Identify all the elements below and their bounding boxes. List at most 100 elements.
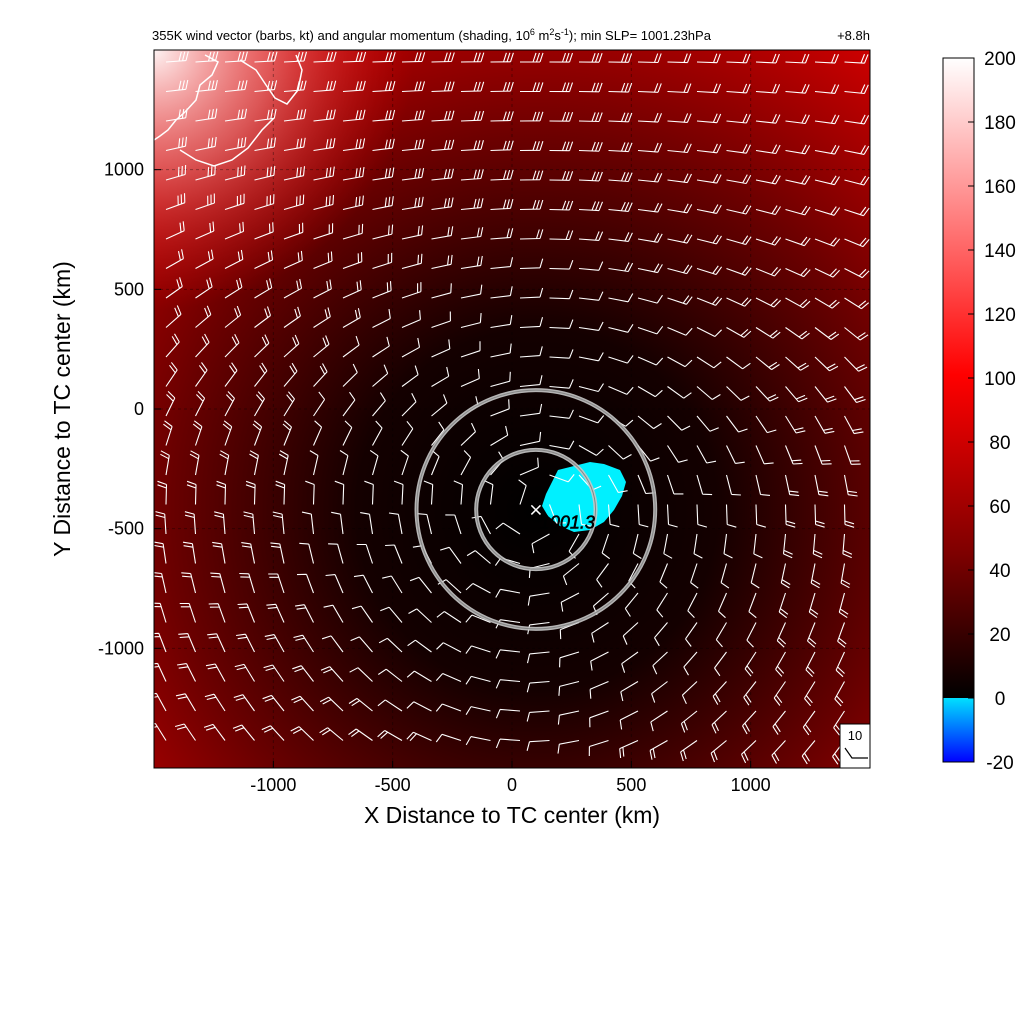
wind-barb	[460, 110, 485, 122]
wind-barb	[233, 694, 255, 712]
wind-barb	[748, 592, 757, 619]
wind-barb	[372, 224, 394, 240]
wind-barb	[234, 663, 255, 682]
wind-barb	[254, 278, 273, 299]
wind-barb	[840, 563, 851, 589]
wind-barb	[195, 391, 206, 417]
wind-barb	[195, 305, 212, 328]
wind-barb	[755, 386, 779, 402]
wind-barb	[283, 109, 307, 122]
wind-barb	[548, 504, 567, 524]
wind-barb	[725, 474, 741, 496]
colorbar-tick-label: 180	[984, 113, 1016, 134]
wind-barb	[696, 327, 722, 337]
wind-barb	[549, 200, 574, 211]
wind-barb	[254, 362, 268, 387]
wind-barb	[224, 80, 248, 93]
wind-barb	[254, 108, 277, 122]
wind-barb	[637, 386, 663, 398]
wind-barb	[526, 710, 550, 722]
wind-barb	[562, 563, 580, 586]
wind-barb	[342, 391, 356, 417]
wind-barb	[296, 573, 315, 594]
range-rings	[414, 388, 658, 631]
wind-barb	[364, 480, 374, 505]
wind-barb	[321, 635, 344, 653]
wind-barb	[667, 53, 692, 64]
wind-barb	[283, 306, 301, 328]
wind-barb	[431, 283, 452, 299]
wind-barb	[667, 386, 692, 399]
wind-barb	[696, 356, 722, 369]
colorbar-tick-label: 40	[989, 561, 1010, 582]
wind-barb	[342, 223, 364, 240]
wind-barb	[785, 327, 810, 340]
wind-barb	[685, 622, 698, 647]
wind-barb	[236, 633, 255, 653]
wind-barb	[224, 391, 235, 417]
wind-barb	[377, 699, 403, 712]
wind-barb	[406, 670, 432, 682]
wind-barb	[195, 165, 216, 181]
wind-barb	[417, 513, 433, 535]
wind-barb	[490, 257, 514, 270]
wind-barb	[741, 740, 757, 764]
wind-barb	[490, 111, 514, 122]
wind-barb	[313, 279, 332, 299]
wind-barb	[372, 138, 395, 152]
wind-barb	[549, 141, 574, 152]
wind-barb	[844, 175, 870, 186]
wind-barb	[401, 81, 426, 93]
wind-barb	[805, 651, 816, 677]
wind-barb	[490, 399, 510, 417]
wind-barb	[726, 356, 751, 370]
wind-barb	[755, 205, 781, 216]
wind-barb	[290, 726, 314, 741]
wind-barb	[726, 143, 751, 154]
wind-barb	[401, 393, 417, 417]
wind-barb	[431, 339, 451, 358]
wind-barb	[378, 637, 403, 653]
wind-barb	[519, 52, 544, 63]
wind-barb	[637, 83, 662, 93]
wind-barb	[401, 310, 421, 329]
wind-barb	[460, 198, 484, 211]
wind-barb	[319, 727, 344, 741]
y-tick-label: 500	[114, 279, 144, 299]
wind-barb	[393, 480, 404, 505]
wind-barb	[619, 739, 639, 759]
wind-barb	[714, 651, 727, 677]
wind-barb	[372, 336, 390, 358]
wind-barb	[301, 511, 315, 535]
wind-barb	[313, 363, 328, 387]
wind-barb	[160, 450, 170, 476]
wind-barb	[165, 51, 189, 63]
wind-barb	[814, 175, 840, 186]
wind-barb	[342, 138, 366, 152]
wind-barb	[549, 171, 574, 181]
wind-barb	[558, 680, 580, 696]
wind-barb	[744, 651, 757, 677]
wind-barb	[667, 356, 693, 368]
wind-barb	[372, 281, 392, 299]
wind-barb	[495, 588, 521, 598]
wind-barb	[331, 511, 344, 535]
wind-barb	[342, 195, 364, 211]
wind-barb	[726, 204, 752, 215]
wind-barb	[667, 173, 692, 184]
wind-barb	[342, 363, 358, 387]
wind-barbs	[154, 51, 870, 765]
colorbar-tick-label: 80	[989, 433, 1010, 454]
y-tick-label: 1000	[104, 160, 144, 180]
wind-barb	[350, 636, 373, 653]
wind-barb	[182, 541, 197, 564]
wind-barb	[814, 327, 840, 340]
wind-barb	[696, 83, 722, 94]
wind-barb	[785, 144, 811, 155]
wind-barb	[775, 651, 786, 677]
chart-title: 355K wind vector (barbs, kt) and angular…	[152, 27, 712, 43]
wind-barb	[784, 474, 800, 497]
wind-barb	[814, 268, 840, 278]
wind-barb	[245, 480, 256, 505]
wind-barb	[409, 576, 432, 594]
